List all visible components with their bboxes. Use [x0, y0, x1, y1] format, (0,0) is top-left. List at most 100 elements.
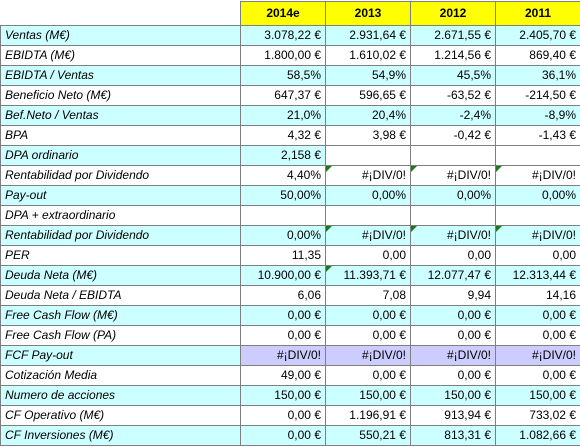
- row-label-cell[interactable]: DPA + extraordinario: [0, 205, 241, 226]
- row-label-cell[interactable]: EBIDTA (M€): [0, 45, 241, 66]
- value-cell[interactable]: 0,00 €: [410, 365, 496, 386]
- value-cell[interactable]: -1,43 €: [495, 125, 580, 146]
- value-cell[interactable]: 11.393,71 €: [325, 265, 411, 286]
- value-cell[interactable]: 12.313,44 €: [495, 265, 580, 286]
- value-cell[interactable]: 14,16: [495, 285, 580, 306]
- value-cell[interactable]: 0,00: [495, 245, 580, 266]
- value-cell[interactable]: -2,4%: [410, 105, 496, 126]
- row-label-cell[interactable]: FCF Pay-out: [0, 345, 241, 366]
- value-cell[interactable]: 20,4%: [325, 105, 411, 126]
- row-label-cell[interactable]: Rentabilidad por Dividendo: [0, 165, 241, 186]
- value-cell[interactable]: 1.082,66 €: [495, 425, 580, 446]
- row-label-cell[interactable]: CF Operativo (M€): [0, 405, 241, 426]
- value-cell[interactable]: 150,00 €: [240, 385, 326, 406]
- value-cell[interactable]: 7,08: [325, 285, 411, 306]
- value-cell[interactable]: -0,42 €: [410, 125, 496, 146]
- row-label-cell[interactable]: PER: [0, 245, 241, 266]
- value-cell[interactable]: -8,9%: [495, 105, 580, 126]
- value-cell[interactable]: 0,00%: [325, 185, 411, 206]
- header-year-cell[interactable]: 2011: [495, 1, 580, 26]
- value-cell[interactable]: #¡DIV/0!: [325, 345, 411, 366]
- value-cell[interactable]: 0,00 €: [240, 305, 326, 326]
- row-label-cell[interactable]: DPA ordinario: [0, 145, 241, 166]
- value-cell[interactable]: 11,35: [240, 245, 326, 266]
- value-cell[interactable]: [410, 145, 496, 166]
- value-cell[interactable]: 913,94 €: [410, 405, 496, 426]
- row-label-cell[interactable]: CF Inversiones (M€): [0, 425, 241, 446]
- value-cell[interactable]: 21,0%: [240, 105, 326, 126]
- row-label-cell[interactable]: EBIDTA / Ventas: [0, 65, 241, 86]
- value-cell[interactable]: #¡DIV/0!: [325, 165, 411, 186]
- value-cell[interactable]: 4,40%: [240, 165, 326, 186]
- value-cell[interactable]: [240, 205, 326, 226]
- row-label-cell[interactable]: Cotización Media: [0, 365, 241, 386]
- header-year-cell[interactable]: 2014e: [240, 1, 326, 26]
- header-year-cell[interactable]: 2012: [410, 1, 496, 26]
- row-label-cell[interactable]: Ventas (M€): [0, 25, 241, 46]
- value-cell[interactable]: #¡DIV/0!: [410, 165, 496, 186]
- value-cell[interactable]: 36,1%: [495, 65, 580, 86]
- value-cell[interactable]: 733,02 €: [495, 405, 580, 426]
- row-label-cell[interactable]: Rentabilidad por Dividendo: [0, 225, 241, 246]
- value-cell[interactable]: 0,00 €: [495, 325, 580, 346]
- value-cell[interactable]: 0,00 €: [325, 325, 411, 346]
- value-cell[interactable]: #¡DIV/0!: [495, 225, 580, 246]
- value-cell[interactable]: 0,00%: [410, 185, 496, 206]
- value-cell[interactable]: 150,00 €: [325, 385, 411, 406]
- value-cell[interactable]: 0,00 €: [325, 305, 411, 326]
- value-cell[interactable]: 3,98 €: [325, 125, 411, 146]
- value-cell[interactable]: [325, 205, 411, 226]
- row-label-cell[interactable]: Bef.Neto / Ventas: [0, 105, 241, 126]
- value-cell[interactable]: 0,00: [325, 245, 411, 266]
- value-cell[interactable]: [495, 205, 580, 226]
- value-cell[interactable]: 1.196,91 €: [325, 405, 411, 426]
- value-cell[interactable]: 6,06: [240, 285, 326, 306]
- value-cell[interactable]: 596,65 €: [325, 85, 411, 106]
- value-cell[interactable]: 0,00 €: [240, 325, 326, 346]
- value-cell[interactable]: 45,5%: [410, 65, 496, 86]
- value-cell[interactable]: 2.671,55 €: [410, 25, 496, 46]
- value-cell[interactable]: 869,40 €: [495, 45, 580, 66]
- value-cell[interactable]: 1.800,00 €: [240, 45, 326, 66]
- value-cell[interactable]: 150,00 €: [495, 385, 580, 406]
- row-label-cell[interactable]: Deuda Neta / EBIDTA: [0, 285, 241, 306]
- value-cell[interactable]: 49,00 €: [240, 365, 326, 386]
- row-label-cell[interactable]: Pay-out: [0, 185, 241, 206]
- value-cell[interactable]: 9,94: [410, 285, 496, 306]
- value-cell[interactable]: 0,00 €: [410, 305, 496, 326]
- value-cell[interactable]: 1.214,56 €: [410, 45, 496, 66]
- value-cell[interactable]: [410, 205, 496, 226]
- value-cell[interactable]: #¡DIV/0!: [495, 345, 580, 366]
- value-cell[interactable]: 150,00 €: [410, 385, 496, 406]
- value-cell[interactable]: 0,00 €: [325, 365, 411, 386]
- value-cell[interactable]: 550,21 €: [325, 425, 411, 446]
- value-cell[interactable]: 50,00%: [240, 185, 326, 206]
- header-corner-cell[interactable]: [0, 1, 241, 26]
- header-year-cell[interactable]: 2013: [325, 1, 411, 26]
- row-label-cell[interactable]: Numero de acciones: [0, 385, 241, 406]
- value-cell[interactable]: 54,9%: [325, 65, 411, 86]
- value-cell[interactable]: 3.078,22 €: [240, 25, 326, 46]
- value-cell[interactable]: 1.610,02 €: [325, 45, 411, 66]
- value-cell[interactable]: 0,00 €: [495, 305, 580, 326]
- row-label-cell[interactable]: Free Cash Flow (M€): [0, 305, 241, 326]
- value-cell[interactable]: 0,00 €: [410, 325, 496, 346]
- value-cell[interactable]: 0,00%: [495, 185, 580, 206]
- value-cell[interactable]: #¡DIV/0!: [410, 345, 496, 366]
- value-cell[interactable]: #¡DIV/0!: [495, 165, 580, 186]
- value-cell[interactable]: 813,31 €: [410, 425, 496, 446]
- value-cell[interactable]: -214,50 €: [495, 85, 580, 106]
- value-cell[interactable]: 0,00 €: [240, 405, 326, 426]
- value-cell[interactable]: 0,00%: [240, 225, 326, 246]
- value-cell[interactable]: 4,32 €: [240, 125, 326, 146]
- value-cell[interactable]: 0,00 €: [240, 425, 326, 446]
- row-label-cell[interactable]: Deuda Neta (M€): [0, 265, 241, 286]
- value-cell[interactable]: [495, 145, 580, 166]
- value-cell[interactable]: 2.931,64 €: [325, 25, 411, 46]
- value-cell[interactable]: 2.405,70 €: [495, 25, 580, 46]
- value-cell[interactable]: 10.900,00 €: [240, 265, 326, 286]
- value-cell[interactable]: [325, 145, 411, 166]
- value-cell[interactable]: #¡DIV/0!: [240, 345, 326, 366]
- value-cell[interactable]: 0,00 €: [495, 365, 580, 386]
- value-cell[interactable]: 12.077,47 €: [410, 265, 496, 286]
